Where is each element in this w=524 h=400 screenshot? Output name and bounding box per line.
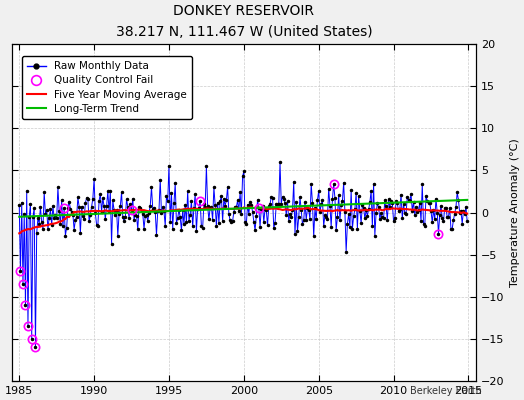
Title: DONKEY RESERVOIR
38.217 N, 111.467 W (United States): DONKEY RESERVOIR 38.217 N, 111.467 W (Un… xyxy=(115,4,372,39)
Text: Berkeley Earth: Berkeley Earth xyxy=(410,386,482,396)
Legend: Raw Monthly Data, Quality Control Fail, Five Year Moving Average, Long-Term Tren: Raw Monthly Data, Quality Control Fail, … xyxy=(21,56,192,119)
Y-axis label: Temperature Anomaly (°C): Temperature Anomaly (°C) xyxy=(510,138,520,287)
